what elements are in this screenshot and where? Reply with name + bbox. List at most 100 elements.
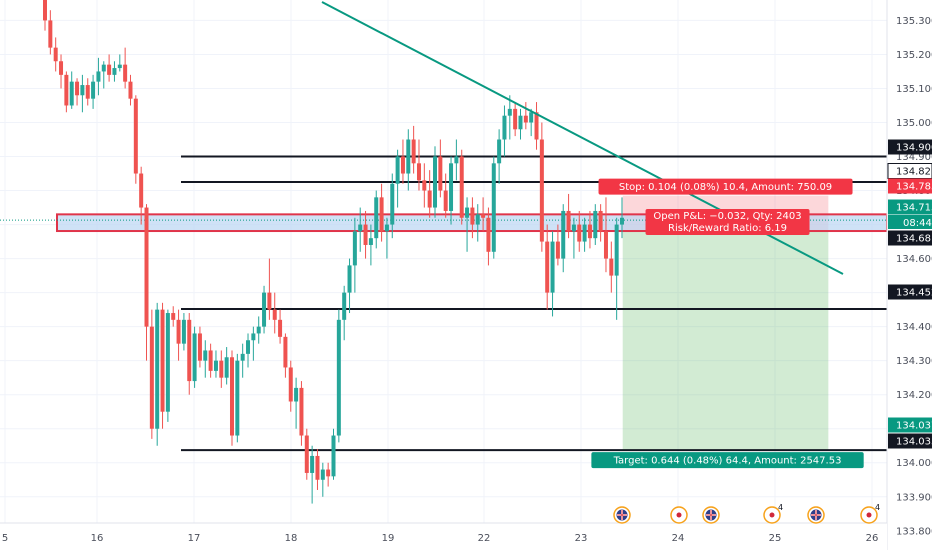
x-tick-label: 25: [769, 533, 782, 544]
y-tick-label: 135.000: [896, 118, 932, 129]
candle-body: [502, 115, 507, 140]
target-zone[interactable]: [622, 231, 829, 451]
candle-body: [235, 360, 240, 436]
price-tag: 134.900: [888, 139, 932, 155]
price-tag-bg: [888, 199, 932, 215]
countdown-bg: [888, 215, 932, 229]
candle-body: [358, 224, 363, 232]
candle-body: [368, 238, 373, 245]
candle-body: [272, 309, 277, 320]
candle-body: [165, 313, 170, 412]
candle-body: [192, 333, 197, 382]
candle-body: [117, 64, 122, 69]
price-tag: 134.713: [888, 199, 932, 215]
y-tick-label: 133.800: [896, 526, 932, 537]
candle-body: [363, 224, 368, 245]
price-tag: 134.825: [887, 163, 932, 179]
target-label-bg: [591, 452, 864, 469]
y-tick-label: 134.400: [896, 322, 932, 333]
candle-body: [91, 81, 96, 99]
y-tick-label: 135.200: [896, 50, 932, 61]
candle-body: [197, 333, 202, 361]
price-tag-bg: [888, 230, 932, 246]
candle-body: [246, 340, 251, 354]
candle-body: [64, 74, 69, 106]
candle-body: [203, 350, 208, 361]
candle-body: [155, 309, 160, 429]
x-tick-label: 19: [382, 533, 395, 544]
candle-body: [181, 319, 186, 344]
japan-flag-icon[interactable]: 4: [860, 503, 880, 524]
y-tick-label: 134.200: [896, 390, 932, 401]
candle-body: [123, 64, 128, 82]
candle-body: [523, 115, 528, 123]
position-labels: Stop: 0.104 (0.08%) 10.4, Amount: 750.09…: [591, 178, 864, 469]
candle-body: [112, 68, 117, 75]
y-tick-label: 135.300: [896, 16, 932, 27]
candle-body: [75, 81, 80, 96]
candle-body: [256, 326, 261, 334]
price-tag-text: 134.900: [896, 143, 932, 154]
candle-body: [454, 156, 459, 164]
x-tick-label: 16: [91, 533, 104, 544]
candle-body: [251, 333, 256, 341]
x-tick-label: 22: [478, 533, 491, 544]
uk-flag-icon[interactable]: [702, 506, 720, 524]
japan-flag-icon[interactable]: [670, 506, 688, 524]
candle-body: [438, 156, 443, 191]
price-tag-bg: [888, 284, 932, 300]
y-tick-label: 134.600: [896, 254, 932, 265]
candle-body: [299, 387, 304, 436]
price-tag-text: 134.681: [896, 234, 932, 245]
candle-body: [422, 180, 427, 191]
price-tag-text: 134.033: [896, 437, 932, 448]
y-tick-label: 134.000: [896, 458, 932, 469]
uk-flag-icon[interactable]: [807, 506, 825, 524]
price-tag-bg: [888, 417, 932, 433]
candle-body: [187, 319, 192, 382]
uk-flag-icon[interactable]: [613, 506, 631, 524]
candle-body: [53, 47, 58, 62]
x-tick-label: 26: [866, 533, 879, 544]
price-axis-bg: [887, 0, 932, 550]
candle-body: [539, 139, 544, 242]
stop-label-text: Stop: 0.104 (0.08%) 10.4, Amount: 750.09: [619, 182, 832, 193]
candle-body: [555, 241, 560, 259]
candle-body: [107, 64, 112, 75]
candle-body: [545, 241, 550, 293]
candle-body: [224, 357, 229, 378]
candle-body: [43, 0, 47, 21]
candle-body: [374, 197, 379, 239]
candle-body: [470, 207, 475, 225]
price-tag: 134.452: [888, 284, 932, 300]
candle-body: [278, 319, 283, 337]
candle-body: [139, 173, 144, 208]
candle-body: [160, 309, 165, 412]
candle-body: [603, 231, 608, 259]
candle-body: [390, 183, 395, 225]
candle-body: [620, 217, 624, 225]
japan-flag-icon[interactable]: 4: [763, 503, 783, 524]
candle-body: [59, 61, 64, 75]
candle-body: [347, 265, 352, 293]
candle-body: [304, 435, 309, 473]
x-tick-label: 24: [672, 533, 685, 544]
candle-body: [443, 190, 448, 211]
candle-body: [411, 139, 416, 164]
candle-body: [491, 163, 496, 252]
price-tag-text: 134.785: [896, 182, 932, 193]
candle-body: [400, 156, 405, 174]
japan-flag-sun: [769, 512, 775, 518]
stop-label-bg: [598, 178, 853, 195]
target-label: Target: 0.644 (0.48%) 64.4, Amount: 2547…: [591, 452, 864, 469]
japan-flag-sun: [676, 512, 682, 518]
price-tag: 134.033: [888, 433, 932, 449]
candlestick-series: [43, 0, 624, 504]
price-tag-text: 134.452: [896, 288, 932, 299]
price-tag: 134.785: [888, 178, 932, 194]
candle-body: [534, 112, 539, 140]
